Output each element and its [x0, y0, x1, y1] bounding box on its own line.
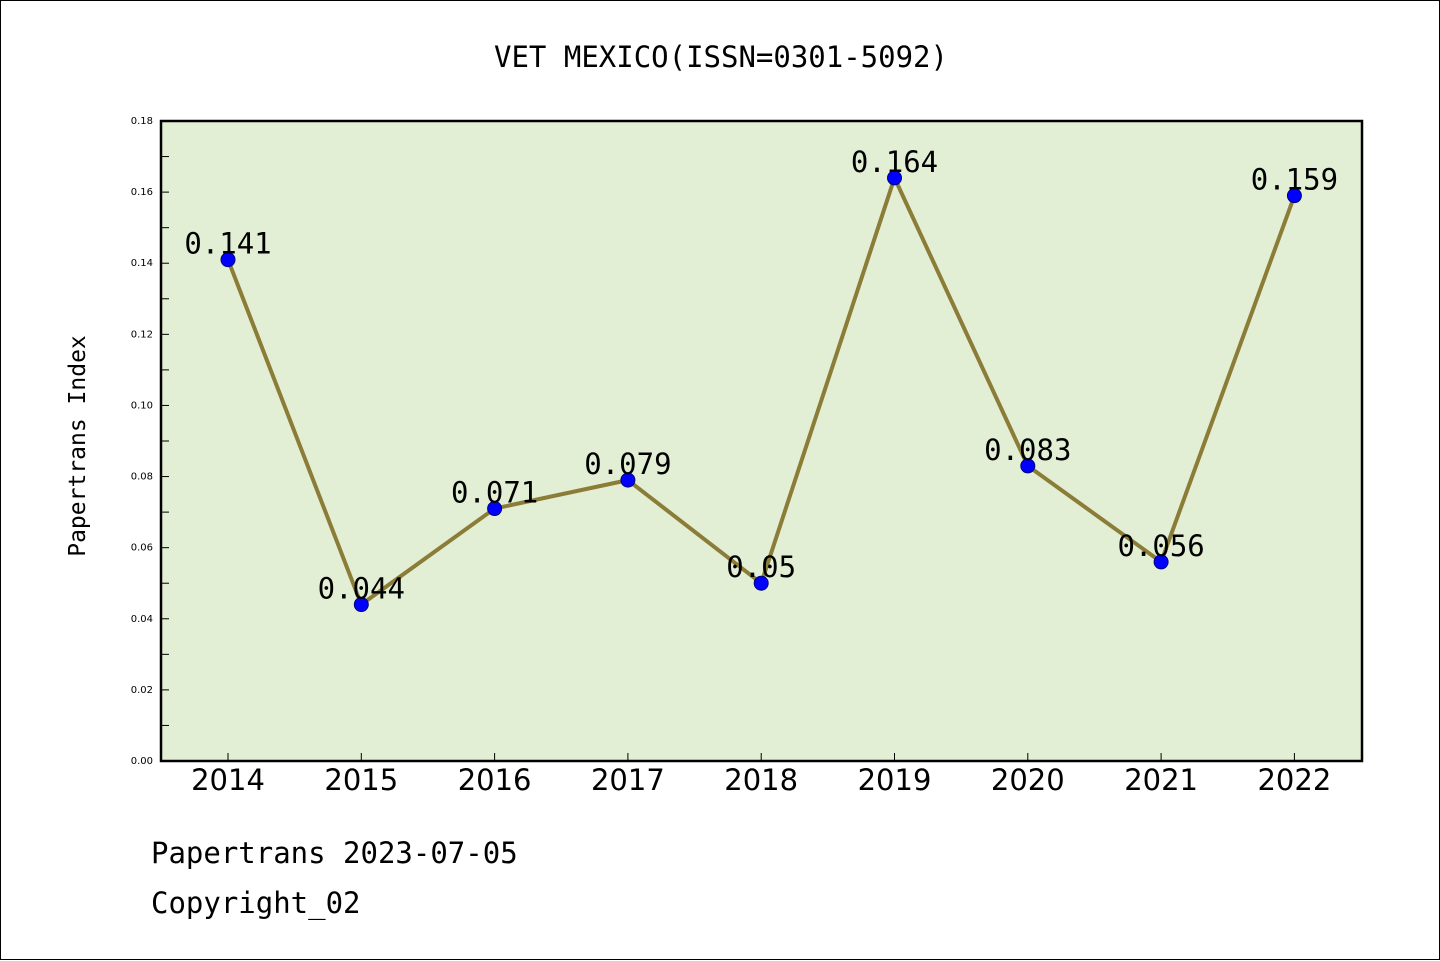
plot-area	[159, 119, 1364, 763]
y-axis-label: Papertrans Index	[65, 335, 91, 557]
data-label-group: 0.141 0.044 0.071 0.079 0.05 0.164 0.083 0.056 0…	[184, 145, 1338, 606]
data-label: 0.044	[318, 572, 405, 606]
footer-copyright: Copyright_02	[151, 886, 361, 920]
data-point	[487, 501, 503, 517]
y-tick-label: 0.08	[131, 472, 153, 483]
data-point	[353, 597, 369, 613]
data-label: 0.071	[451, 476, 538, 510]
data-point	[887, 170, 902, 186]
data-label: 0.164	[851, 145, 938, 179]
data-point	[1286, 188, 1302, 204]
x-tick-label: 2019	[858, 763, 932, 797]
y-tick-label: 0.16	[131, 187, 153, 198]
x-tick-label: 2014	[191, 763, 265, 797]
x-tick-label: 2020	[991, 763, 1065, 797]
y-tick-label: 0.02	[131, 685, 153, 696]
data-point	[1020, 458, 1036, 474]
x-tick-label: 2022	[1257, 763, 1331, 797]
x-tick-label: 2015	[324, 763, 398, 797]
data-label: 0.141	[184, 227, 271, 261]
x-tick-label: 2017	[591, 763, 665, 797]
data-point	[753, 575, 769, 591]
data-label: 0.05	[726, 550, 796, 584]
footer-date: Papertrans 2023-07-05	[151, 836, 518, 870]
data-label: 0.079	[584, 447, 671, 481]
y-tick-label: 0.18	[131, 116, 153, 127]
x-axis: 2014 2015 2016 2017 2018 2019 2020 2021 2022	[191, 753, 1331, 797]
y-tick-label: 0.00	[131, 756, 153, 767]
x-tick-label: 2021	[1124, 763, 1198, 797]
y-tick-label: 0.14	[131, 258, 153, 269]
data-point	[1153, 554, 1169, 570]
y-tick-label: 0.10	[131, 400, 153, 411]
x-tick-label: 2018	[724, 763, 798, 797]
y-tick-label: 0.06	[131, 543, 153, 554]
data-point	[220, 252, 236, 268]
series-line-group	[220, 170, 1302, 613]
x-tick-label: 2016	[458, 763, 532, 797]
data-label: 0.159	[1251, 163, 1338, 197]
y-tick-label: 0.04	[131, 614, 153, 625]
data-label: 0.056	[1117, 529, 1204, 563]
data-label: 0.083	[984, 433, 1071, 467]
chart-title: VET MEXICO(ISSN=0301-5092)	[494, 40, 948, 74]
y-tick-label: 0.12	[131, 329, 153, 340]
data-point	[620, 472, 636, 488]
y-axis: 0.00 0.02 0.04 0.06 0.08 0.10 0.12 0.14 0.16 0.18	[131, 116, 169, 767]
